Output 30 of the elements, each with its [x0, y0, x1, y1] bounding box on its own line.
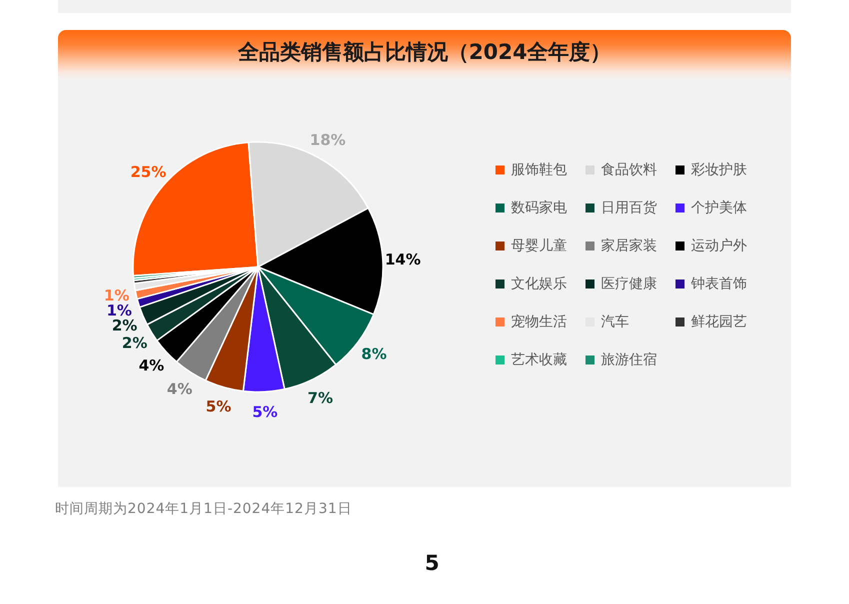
data-label: 14% [384, 250, 421, 269]
data-label: 8% [361, 344, 387, 363]
legend-label: 运动户外 [691, 238, 747, 254]
chart-title: 全品类销售额占比情况（2024全年度） [238, 39, 612, 66]
legend-label: 日用百货 [601, 200, 657, 216]
data-label: 4% [166, 380, 192, 398]
legend-label: 钟表首饰 [690, 276, 747, 292]
data-label: 5% [206, 398, 232, 416]
legend-label: 个护美体 [691, 200, 747, 216]
legend-label: 汽车 [601, 314, 629, 330]
legend-label: 医疗健康 [601, 276, 657, 292]
data-label: 7% [308, 388, 333, 407]
legend-label: 服饰鞋包 [511, 162, 567, 178]
data-label: 25% [130, 163, 166, 182]
data-label: 4% [138, 356, 164, 374]
legend-label: 母婴儿童 [511, 238, 567, 254]
legend-label: 彩妆护肤 [691, 162, 747, 178]
data-label: 18% [310, 130, 346, 149]
legend-label: 食品饮料 [601, 162, 657, 178]
legend-label: 文化娱乐 [511, 276, 567, 292]
legend-label: 家居家装 [601, 238, 657, 254]
data-label: 2% [122, 334, 148, 352]
legend-label: 旅游住宿 [601, 352, 657, 368]
legend-label: 数码家电 [511, 200, 567, 216]
data-label: 5% [252, 402, 278, 421]
text: 5 [424, 550, 440, 577]
text: 时间周期为2024年1月1日-2024年12月31日 [55, 500, 352, 519]
legend-label: 宠物生活 [511, 314, 567, 330]
legend-label: 艺术收藏 [511, 352, 567, 368]
legend-label: 鲜花园艺 [691, 314, 747, 330]
